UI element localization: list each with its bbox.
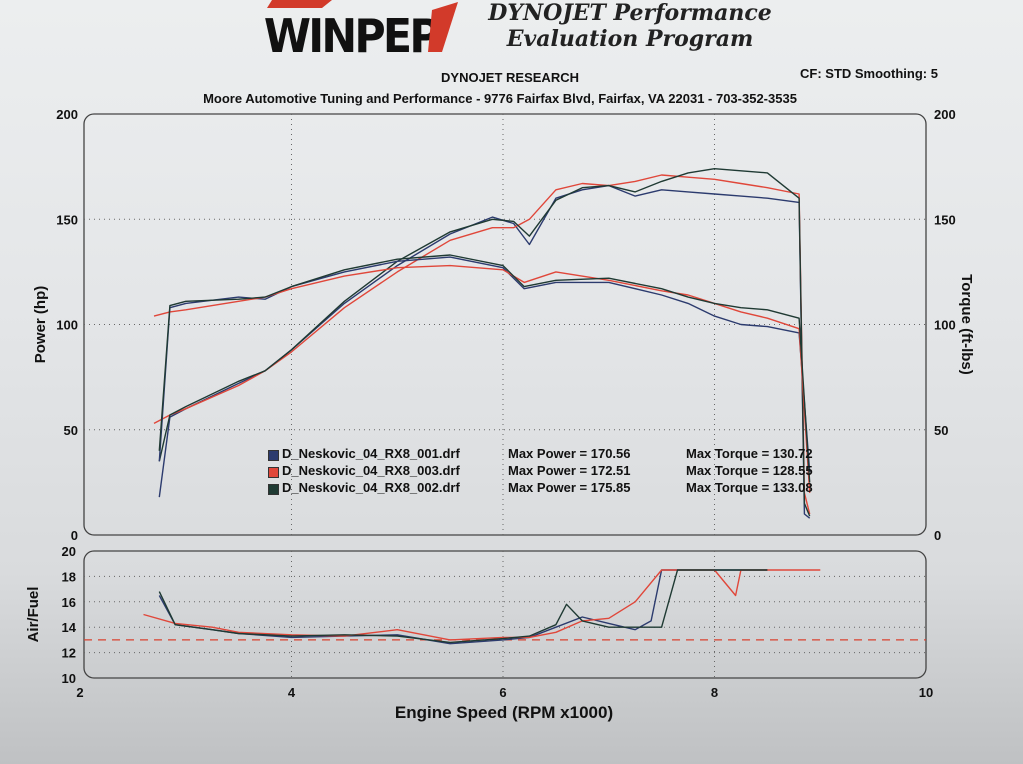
x-tick-label: 4 <box>288 685 296 700</box>
program-title-line1: DYNOJET Performance <box>488 0 772 26</box>
air-fuel-panel <box>83 550 927 679</box>
y-axis-title: Power (hp) <box>32 286 49 364</box>
svg-text:WINPEP: WINPEP <box>264 11 439 58</box>
afr-tick-label: 12 <box>62 646 76 661</box>
program-title: DYNOJET Performance Evaluation Program <box>480 0 780 52</box>
air-fuel-line <box>143 569 821 641</box>
program-title-line2: Evaluation Program <box>506 26 754 52</box>
y-tick-label: 0 <box>71 528 78 543</box>
afr-tick-label: 18 <box>62 569 76 584</box>
y2-tick-label: 150 <box>934 212 956 227</box>
y2-axis-title: Torque (ft-lbs) <box>958 274 975 375</box>
afr-axis-title: Air/Fuel <box>25 587 42 643</box>
afr-tick-label: 20 <box>62 544 76 559</box>
legend-max-power: Max Power = 172.51 <box>508 463 631 478</box>
legend-max-power: Max Power = 175.85 <box>508 480 631 495</box>
power-line <box>158 167 811 517</box>
shop-info: Moore Automotive Tuning and Performance … <box>203 91 797 106</box>
cf-smoothing-label: CF: STD Smoothing: 5 <box>800 66 938 81</box>
y-tick-label: 150 <box>56 212 78 227</box>
air-fuel-line <box>158 569 768 644</box>
y2-tick-label: 100 <box>934 318 956 333</box>
torque-line <box>158 254 811 483</box>
legend-name: D_Neskovic_04_RX8_003.drf <box>282 463 460 478</box>
legend-name: D_Neskovic_04_RX8_001.drf <box>282 446 460 461</box>
legend-max-power: Max Power = 170.56 <box>508 446 631 461</box>
y-tick-label: 50 <box>64 423 78 438</box>
afr-tick-label: 14 <box>62 620 77 635</box>
legend-name: D_Neskovic_04_RX8_002.drf <box>282 480 460 495</box>
y2-tick-label: 50 <box>934 423 948 438</box>
x-axis-title: Engine Speed (RPM x1000) <box>395 703 613 722</box>
legend-swatch <box>268 467 279 478</box>
legend-max-torque: Max Torque = 133.08 <box>686 480 813 495</box>
y-tick-label: 200 <box>56 107 78 122</box>
y-tick-label: 100 <box>56 318 78 333</box>
y2-tick-label: 200 <box>934 107 956 122</box>
x-tick-label: 10 <box>919 685 933 700</box>
torque-line <box>158 256 811 472</box>
afr-tick-label: 16 <box>62 595 76 610</box>
afr-tick-label: 10 <box>62 671 76 686</box>
y2-tick-label: 0 <box>934 528 941 543</box>
legend-swatch <box>268 450 279 461</box>
legend-swatch <box>268 484 279 495</box>
winpep-logo: WINPEP <box>264 0 458 58</box>
legend-max-torque: Max Torque = 130.72 <box>686 446 813 461</box>
legend-max-torque: Max Torque = 128.55 <box>686 463 813 478</box>
research-label: DYNOJET RESEARCH <box>441 70 579 85</box>
x-tick-label: 8 <box>711 685 718 700</box>
x-tick-label: 6 <box>499 685 506 700</box>
x-tick-label: 2 <box>76 685 83 700</box>
